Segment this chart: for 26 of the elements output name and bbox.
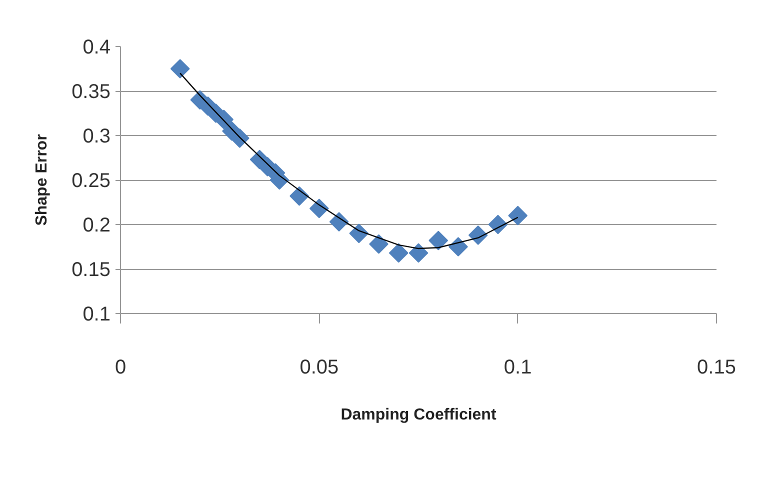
y-tick-label: 0.2 bbox=[82, 214, 111, 236]
point bbox=[369, 234, 388, 254]
point bbox=[230, 128, 250, 148]
y-tick-label: 0.35 bbox=[72, 81, 111, 103]
y-tick-label: 0.1 bbox=[82, 304, 111, 326]
y-tick-label: 0.4 bbox=[82, 36, 111, 58]
point bbox=[468, 225, 488, 245]
point bbox=[508, 206, 528, 226]
point bbox=[309, 198, 329, 218]
point bbox=[170, 59, 190, 78]
point bbox=[349, 224, 369, 244]
y-tick-label: 0.15 bbox=[72, 259, 111, 281]
y-tick-label: 0.25 bbox=[72, 170, 111, 192]
x-tick-label: 0.15 bbox=[697, 356, 736, 378]
y-tick-label: 0.3 bbox=[82, 126, 111, 148]
point bbox=[290, 186, 309, 206]
point bbox=[448, 237, 468, 256]
point bbox=[329, 212, 349, 232]
point bbox=[428, 230, 448, 250]
point bbox=[388, 243, 408, 263]
point bbox=[408, 243, 428, 263]
x-tick-label: 0 bbox=[114, 356, 126, 378]
x-tick-label: 0.1 bbox=[504, 356, 532, 378]
x-tick-label: 0.05 bbox=[300, 356, 339, 378]
x-axis-title: Damping Coefficient bbox=[340, 406, 497, 424]
y-axis-title: Shape Error bbox=[34, 134, 51, 226]
